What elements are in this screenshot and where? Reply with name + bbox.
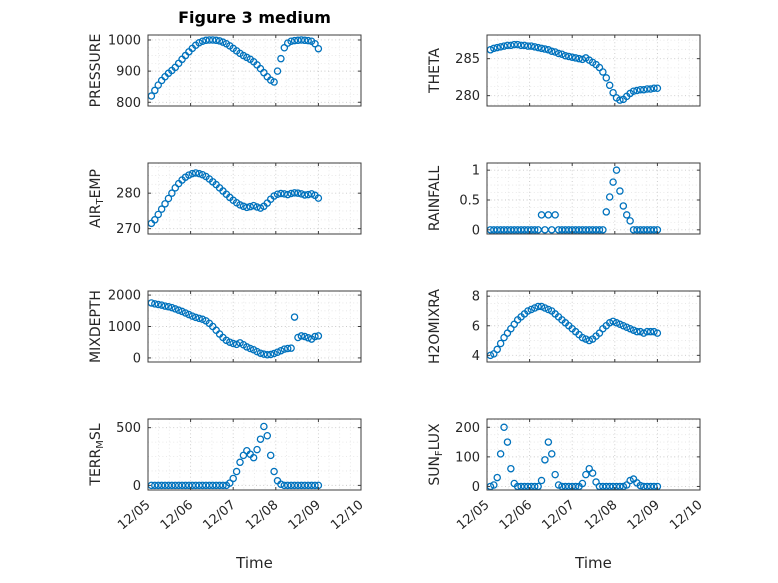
svg-text:12/06: 12/06 [497, 498, 535, 534]
svg-text:800: 800 [116, 96, 141, 111]
svg-text:1000: 1000 [108, 320, 141, 335]
svg-text:2000: 2000 [108, 289, 141, 304]
xlabel-time-left: Time [236, 554, 273, 572]
svg-text:PRESSURE: PRESSURE [88, 34, 104, 108]
svg-text:100: 100 [455, 450, 480, 465]
svg-text:12/06: 12/06 [158, 498, 196, 534]
svg-text:12/10: 12/10 [667, 498, 705, 534]
svg-text:12/05: 12/05 [115, 498, 153, 534]
svg-text:0: 0 [472, 223, 480, 238]
svg-text:280: 280 [116, 187, 141, 202]
svg-text:1000: 1000 [108, 34, 141, 49]
svg-text:TERRMSL: TERRMSL [88, 423, 106, 486]
svg-text:285: 285 [455, 52, 480, 67]
svg-text:12/08: 12/08 [243, 498, 281, 534]
svg-text:SUNFLUX: SUNFLUX [427, 423, 445, 486]
svg-text:8: 8 [472, 290, 480, 305]
svg-text:0: 0 [133, 479, 141, 494]
svg-text:280: 280 [455, 89, 480, 104]
svg-text:0: 0 [472, 480, 480, 495]
svg-text:12/10: 12/10 [328, 498, 366, 534]
svg-text:0: 0 [133, 351, 141, 366]
svg-text:200: 200 [455, 421, 480, 436]
figure-title: Figure 3 medium [178, 8, 331, 27]
svg-text:12/07: 12/07 [539, 498, 577, 534]
svg-text:AIRTEMP: AIRTEMP [88, 169, 106, 228]
svg-text:1: 1 [472, 164, 480, 179]
svg-text:12/05: 12/05 [454, 498, 492, 534]
svg-text:12/07: 12/07 [200, 498, 238, 534]
xlabel-time-right: Time [575, 554, 612, 572]
svg-text:H2OMIXRA: H2OMIXRA [427, 289, 443, 364]
svg-text:4: 4 [472, 349, 480, 364]
svg-text:900: 900 [116, 65, 141, 80]
svg-text:MIXDEPTH: MIXDEPTH [88, 290, 104, 363]
svg-text:12/09: 12/09 [286, 498, 324, 534]
svg-text:12/08: 12/08 [582, 498, 620, 534]
svg-text:RAINFALL: RAINFALL [427, 166, 443, 231]
svg-text:6: 6 [472, 319, 480, 334]
svg-text:THETA: THETA [427, 48, 443, 94]
svg-text:270: 270 [116, 222, 141, 237]
svg-text:500: 500 [116, 421, 141, 436]
svg-text:0.5: 0.5 [459, 194, 480, 209]
svg-text:12/09: 12/09 [625, 498, 663, 534]
